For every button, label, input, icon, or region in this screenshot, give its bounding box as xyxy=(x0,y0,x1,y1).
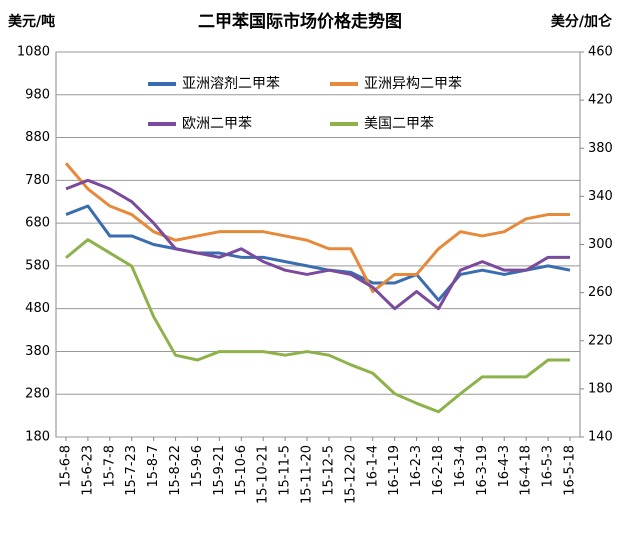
y2-tick-label: 220 xyxy=(588,333,613,348)
y-tick-label: 1080 xyxy=(17,45,50,60)
y2-tick-label: 180 xyxy=(588,381,613,396)
x-tick-label: 15-11-20 xyxy=(300,445,315,504)
x-tick-label: 16-5-3 xyxy=(541,445,556,487)
y2-axis-label: 美分/加仑 xyxy=(551,13,613,30)
legend-label: 美国二甲苯 xyxy=(364,115,434,132)
series-line xyxy=(65,204,571,302)
y2-tick-label: 380 xyxy=(588,141,613,156)
y2-tick-label: 140 xyxy=(588,430,613,445)
y-tick-label: 780 xyxy=(25,173,50,188)
x-tick-label: 15-6-23 xyxy=(80,445,95,496)
x-tick-label: 16-4-18 xyxy=(519,445,534,496)
y-tick-label: 180 xyxy=(25,430,50,445)
legend-label: 亚洲异构二甲苯 xyxy=(364,75,462,92)
x-tick-label: 15-11-5 xyxy=(278,445,293,496)
x-tick-label: 16-3-4 xyxy=(453,445,468,487)
y2-tick-label: 460 xyxy=(588,45,613,60)
legend-label: 亚洲溶剂二甲苯 xyxy=(182,75,280,92)
series-line xyxy=(64,162,570,294)
x-tick-label: 16-5-18 xyxy=(563,445,578,496)
x-tick-label: 15-9-21 xyxy=(212,445,227,496)
x-tick-label: 16-3-19 xyxy=(475,445,490,496)
y-tick-label: 380 xyxy=(25,344,50,359)
x-tick-label: 16-2-18 xyxy=(431,445,446,496)
y2-tick-label: 340 xyxy=(588,189,613,204)
x-tick-label: 16-1-4 xyxy=(365,445,380,487)
x-tick-label: 15-12-20 xyxy=(343,445,358,504)
x-tick-label: 15-7-8 xyxy=(102,445,117,487)
y2-tick-label: 300 xyxy=(588,237,613,252)
y-tick-label: 880 xyxy=(25,130,50,145)
x-tick-label: 15-10-6 xyxy=(234,445,249,496)
x-tick-label: 15-9-6 xyxy=(190,445,205,487)
legend-label: 欧洲二甲苯 xyxy=(182,115,252,132)
x-tick-label: 16-4-3 xyxy=(497,445,512,487)
x-tick-label: 15-10-21 xyxy=(256,445,271,504)
y-tick-label: 980 xyxy=(25,87,50,102)
y2-tick-label: 420 xyxy=(588,93,613,108)
x-tick-label: 15-12-5 xyxy=(321,445,336,496)
y-tick-label: 580 xyxy=(25,258,50,273)
y-tick-label: 280 xyxy=(25,387,50,402)
x-tick-label: 15-7-23 xyxy=(124,445,139,496)
series-line xyxy=(65,238,570,414)
y-tick-label: 480 xyxy=(25,301,50,316)
chart-title: 二甲苯国际市场价格走势图 xyxy=(198,11,402,32)
series-line xyxy=(65,178,570,311)
y2-tick-label: 260 xyxy=(588,285,613,300)
x-tick-label: 15-8-22 xyxy=(168,445,183,496)
y-axis-label: 美元/吨 xyxy=(8,13,55,30)
x-tick-label: 15-6-8 xyxy=(59,445,74,487)
x-tick-label: 16-1-19 xyxy=(387,445,402,496)
x-tick-label: 15-8-7 xyxy=(146,445,161,487)
y-tick-label: 680 xyxy=(25,216,50,231)
x-tick-label: 16-2-3 xyxy=(409,445,424,487)
